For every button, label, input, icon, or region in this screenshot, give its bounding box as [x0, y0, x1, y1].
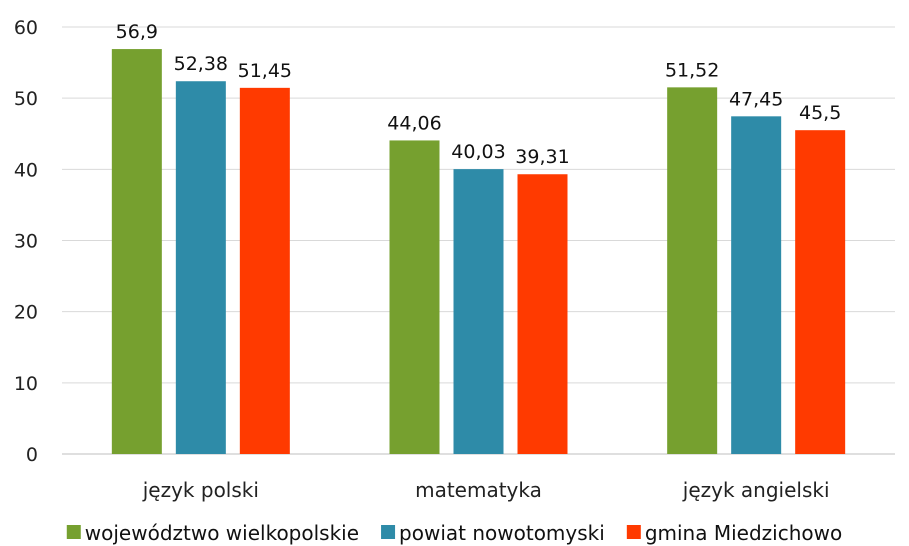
- legend-label: gmina Miedzichowo: [645, 521, 842, 545]
- legend: województwo wielkopolskie powiat nowotomy…: [66, 521, 842, 545]
- legend-swatch: [626, 525, 641, 539]
- y-axis-tick-labels: 0 10 20 30 40 50 60: [14, 17, 38, 466]
- y-tick-label: 50: [14, 88, 38, 110]
- data-label: 51,45: [238, 60, 292, 82]
- bar: [731, 116, 782, 455]
- legend-label: powiat nowotomyski: [399, 521, 605, 545]
- x-category-label: język angielski: [682, 478, 830, 502]
- legend-swatch: [66, 525, 81, 539]
- data-label: 56,9: [116, 21, 158, 43]
- data-labels: 56,9 52,38 51,45 44,06 40,03 39,31 51,52 47,45 4…: [116, 21, 842, 168]
- bar: [667, 87, 718, 454]
- y-tick-label: 20: [14, 302, 38, 324]
- bars: [111, 49, 846, 455]
- category-labels: język polski matematyka język angielski: [142, 478, 830, 502]
- legend-label: województwo wielkopolskie: [85, 521, 359, 545]
- x-category-label: matematyka: [415, 478, 542, 502]
- data-label: 52,38: [174, 53, 228, 75]
- y-tick-label: 10: [14, 373, 38, 395]
- x-category-label: język polski: [142, 478, 259, 502]
- data-label: 47,45: [729, 88, 783, 110]
- y-tick-label: 40: [14, 159, 38, 181]
- bar: [175, 81, 226, 454]
- y-tick-label: 30: [14, 231, 38, 253]
- data-label: 39,31: [515, 146, 569, 168]
- bar: [389, 140, 440, 454]
- bar: [795, 130, 846, 455]
- bar: [239, 87, 290, 454]
- data-label: 45,5: [799, 102, 841, 124]
- bar: [517, 174, 568, 454]
- data-label: 40,03: [451, 141, 505, 163]
- bar: [111, 49, 162, 454]
- data-label: 44,06: [387, 112, 441, 134]
- bar: [453, 169, 504, 455]
- y-tick-label: 60: [14, 17, 38, 39]
- y-tick-label: 0: [26, 444, 38, 466]
- legend-swatch: [381, 525, 396, 539]
- data-label: 51,52: [665, 59, 719, 81]
